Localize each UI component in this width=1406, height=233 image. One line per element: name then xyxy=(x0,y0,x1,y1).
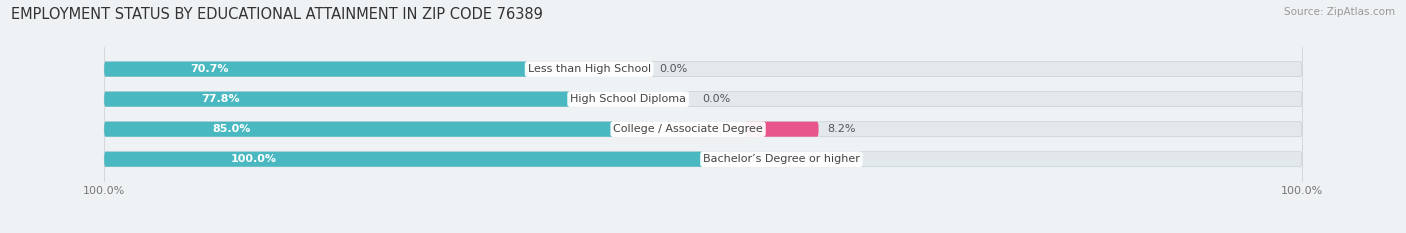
FancyBboxPatch shape xyxy=(104,92,569,107)
FancyBboxPatch shape xyxy=(104,152,703,167)
Text: Bachelor’s Degree or higher: Bachelor’s Degree or higher xyxy=(703,154,860,164)
Text: EMPLOYMENT STATUS BY EDUCATIONAL ATTAINMENT IN ZIP CODE 76389: EMPLOYMENT STATUS BY EDUCATIONAL ATTAINM… xyxy=(11,7,543,22)
FancyBboxPatch shape xyxy=(104,62,527,77)
FancyBboxPatch shape xyxy=(104,62,1302,77)
Text: 0.0%: 0.0% xyxy=(659,64,688,74)
Text: Less than High School: Less than High School xyxy=(527,64,651,74)
Text: 8.2%: 8.2% xyxy=(828,124,856,134)
Text: 70.7%: 70.7% xyxy=(191,64,229,74)
Text: 0.0%: 0.0% xyxy=(702,94,730,104)
Text: College / Associate Degree: College / Associate Degree xyxy=(613,124,763,134)
FancyBboxPatch shape xyxy=(104,152,1302,167)
FancyBboxPatch shape xyxy=(745,122,818,137)
FancyBboxPatch shape xyxy=(104,122,613,137)
Text: 100.0%: 100.0% xyxy=(231,154,277,164)
FancyBboxPatch shape xyxy=(104,122,1302,137)
Legend: In Labor Force, Unemployed: In Labor Force, Unemployed xyxy=(605,232,801,233)
Text: Source: ZipAtlas.com: Source: ZipAtlas.com xyxy=(1284,7,1395,17)
FancyBboxPatch shape xyxy=(104,92,1302,107)
Text: High School Diploma: High School Diploma xyxy=(569,94,686,104)
Text: 0.0%: 0.0% xyxy=(835,154,863,164)
Text: 85.0%: 85.0% xyxy=(212,124,250,134)
Text: 77.8%: 77.8% xyxy=(201,94,240,104)
